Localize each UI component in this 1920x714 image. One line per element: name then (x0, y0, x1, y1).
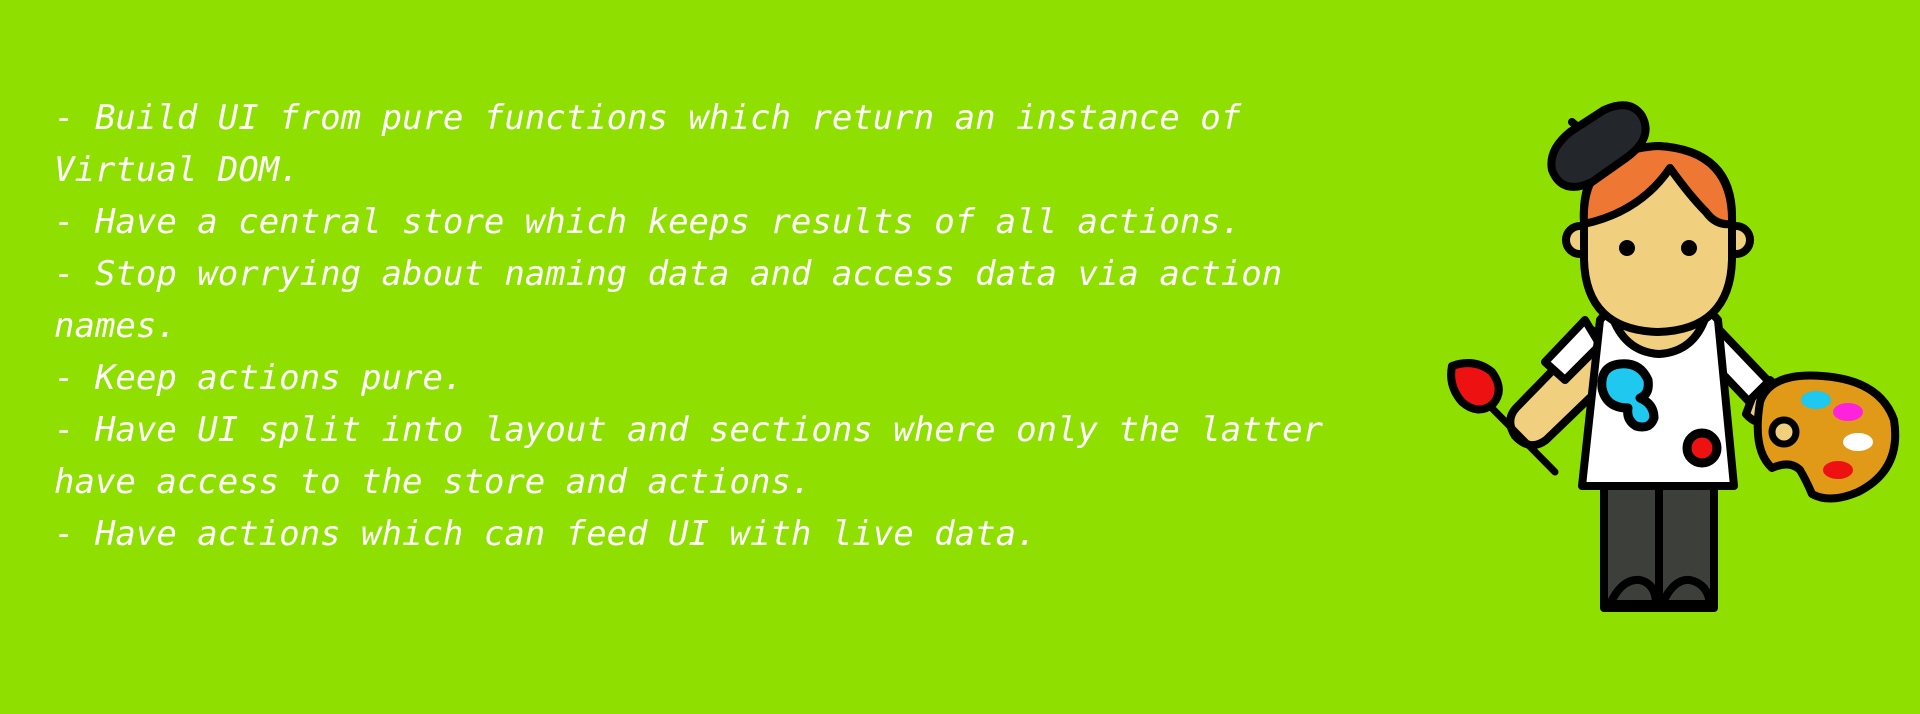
principle-item: - Keep actions pure. (54, 358, 464, 398)
principles-list: - Build UI from pure functions which ret… (54, 92, 1394, 560)
legs (1600, 480, 1718, 612)
principle-item: - Build UI from pure functions which ret… (54, 98, 1242, 190)
principle-item: - Have a central store which keeps resul… (54, 202, 1242, 242)
paint-palette-icon (1753, 371, 1900, 503)
painter-illustration (1447, 101, 1900, 612)
paintbrush-icon (1447, 359, 1559, 476)
beret-icon (1547, 101, 1650, 191)
principle-item: - Stop worrying about naming data and ac… (54, 254, 1283, 346)
principle-item: - Have UI split into layout and sections… (54, 410, 1324, 502)
principle-item: - Have actions which can feed UI with li… (54, 514, 1037, 554)
